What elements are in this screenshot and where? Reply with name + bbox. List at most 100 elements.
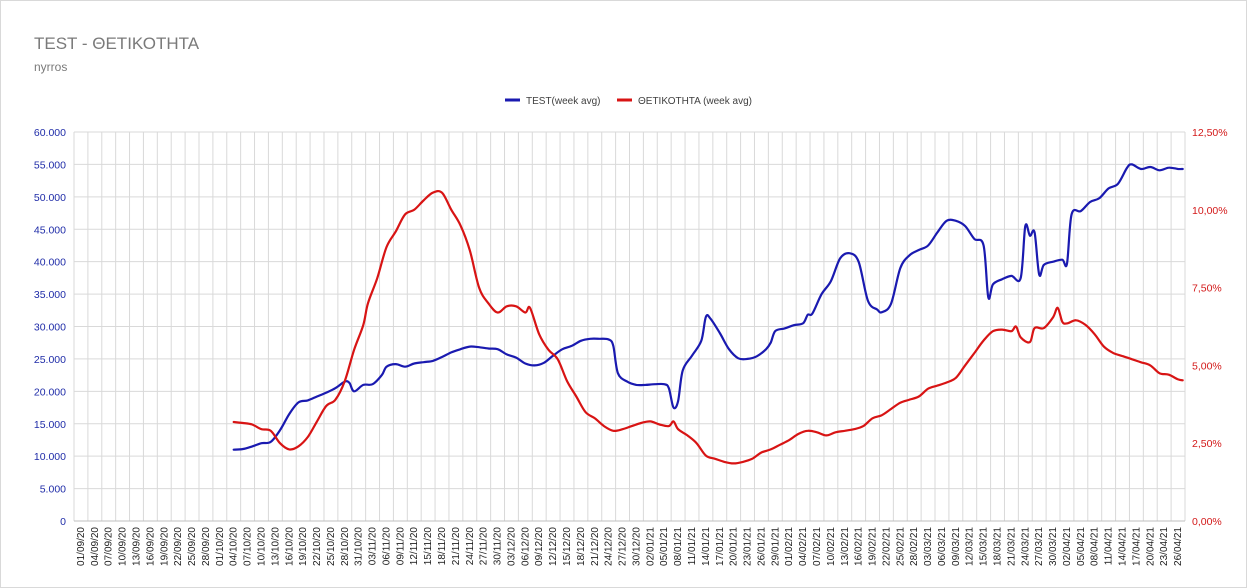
y-right-tick-label: 2,50%: [1192, 438, 1222, 450]
x-tick-label: 17/04/21: [1131, 527, 1142, 566]
x-tick-label: 31/10/20: [354, 527, 365, 566]
chart-title: TEST - ΘΕΤΙΚΟΤΗΤΑ: [34, 34, 200, 53]
y-left-tick-label: 45.000: [34, 224, 66, 236]
x-tick-label: 06/12/20: [520, 527, 531, 566]
y-right-tick-label: 0,00%: [1192, 516, 1222, 528]
y-left-tick-label: 30.000: [34, 322, 66, 334]
x-tick-label: 10/10/20: [256, 527, 267, 566]
x-tick-label: 04/09/20: [90, 527, 101, 566]
y-left-tick-label: 25.000: [34, 354, 66, 366]
x-tick-label: 14/01/21: [701, 527, 712, 566]
x-tick-label: 20/04/21: [1145, 527, 1156, 566]
chart-subtitle: nyrros: [34, 60, 67, 74]
x-tick-label: 01/02/21: [784, 527, 795, 566]
x-tick-label: 24/11/20: [465, 527, 476, 566]
x-tick-label: 04/10/20: [229, 527, 240, 566]
x-tick-label: 27/03/21: [1034, 527, 1045, 566]
x-tick-label: 18/11/20: [437, 527, 448, 566]
y-left-tick-label: 40.000: [34, 257, 66, 269]
y-right-tick-label: 5,00%: [1192, 360, 1222, 372]
y-left-tick-label: 10.000: [34, 451, 66, 463]
x-tick-label: 03/03/21: [923, 527, 934, 566]
x-tick-label: 26/01/21: [756, 527, 767, 566]
x-tick-label: 15/11/20: [423, 527, 434, 566]
x-tick-label: 06/03/21: [937, 527, 948, 566]
x-tick-label: 18/12/20: [576, 527, 587, 566]
x-tick-label: 27/12/20: [618, 527, 629, 566]
x-tick-label: 23/04/21: [1159, 527, 1170, 566]
x-tick-label: 12/12/20: [548, 527, 559, 566]
x-tick-label: 19/10/20: [298, 527, 309, 566]
y-right-tick-label: 10,00%: [1192, 205, 1228, 217]
x-axis: 01/09/20 04/09/20 07/09/20 10/09/20 13/09/20…: [76, 527, 1184, 566]
x-tick-label: 02/01/21: [645, 527, 656, 566]
x-tick-label: 07/09/20: [104, 527, 115, 566]
x-tick-label: 08/04/21: [1090, 527, 1101, 566]
x-tick-label: 12/11/20: [409, 527, 420, 566]
x-tick-label: 24/12/20: [604, 527, 615, 566]
x-tick-label: 25/10/20: [326, 527, 337, 566]
x-tick-label: 30/11/20: [493, 527, 504, 566]
x-tick-label: 25/09/20: [187, 527, 198, 566]
y-left-tick-label: 20.000: [34, 386, 66, 398]
y-right-tick-label: 7,50%: [1192, 283, 1222, 295]
x-tick-label: 04/02/21: [798, 527, 809, 566]
x-tick-label: 26/04/21: [1173, 527, 1184, 566]
x-tick-label: 16/10/20: [284, 527, 295, 566]
series-lines: [232, 163, 1184, 465]
x-tick-label: 24/03/21: [1020, 527, 1031, 566]
x-tick-label: 21/12/20: [590, 527, 601, 566]
x-tick-label: 22/02/21: [881, 527, 892, 566]
x-tick-label: 19/02/21: [868, 527, 879, 566]
y-left-tick-label: 5.000: [40, 484, 66, 496]
series-line-positivity: [232, 189, 1184, 465]
x-tick-label: 16/02/21: [854, 527, 865, 566]
x-tick-label: 28/09/20: [201, 527, 212, 566]
x-tick-label: 27/11/20: [479, 527, 490, 566]
x-tick-label: 30/03/21: [1048, 527, 1059, 566]
x-tick-label: 28/10/20: [340, 527, 351, 566]
x-tick-label: 13/02/21: [840, 527, 851, 566]
x-tick-label: 06/11/20: [381, 527, 392, 566]
x-tick-label: 25/02/21: [895, 527, 906, 566]
x-tick-label: 11/04/21: [1104, 527, 1115, 566]
y-axis-left: 0 5.000 10.000 15.000 20.000 25.000 30.000 35.0…: [34, 127, 66, 528]
x-tick-label: 15/03/21: [979, 527, 990, 566]
x-tick-label: 10/09/20: [118, 527, 129, 566]
x-tick-label: 09/03/21: [951, 527, 962, 566]
x-tick-label: 07/02/21: [812, 527, 823, 566]
series-line-test: [232, 163, 1184, 451]
y-left-tick-label: 50.000: [34, 192, 66, 204]
y-left-tick-label: 35.000: [34, 289, 66, 301]
x-tick-label: 28/02/21: [909, 527, 920, 566]
x-tick-label: 20/01/21: [729, 527, 740, 566]
y-axis-right: 0,00% 2,50% 5,00% 7,50% 10,00% 12,50%: [1192, 127, 1228, 528]
x-tick-label: 03/11/20: [368, 527, 379, 566]
x-tick-label: 30/12/20: [631, 527, 642, 566]
x-tick-label: 14/04/21: [1118, 527, 1129, 566]
x-tick-label: 19/09/20: [159, 527, 170, 566]
x-tick-label: 02/04/21: [1062, 527, 1073, 566]
y-left-tick-label: 15.000: [34, 419, 66, 431]
legend-label-positivity: ΘΕΤΙΚΟΤΗΤΑ (week avg): [638, 96, 752, 107]
legend: TEST(week avg) ΘΕΤΙΚΟΤΗΤΑ (week avg): [505, 96, 752, 107]
x-tick-label: 22/10/20: [312, 527, 323, 566]
x-tick-label: 01/09/20: [76, 527, 87, 566]
gridlines: [73, 131, 1186, 522]
x-tick-label: 21/03/21: [1006, 527, 1017, 566]
x-tick-label: 16/09/20: [145, 527, 156, 566]
y-left-tick-label: 60.000: [34, 127, 66, 139]
x-tick-label: 23/01/21: [743, 527, 754, 566]
x-tick-label: 22/09/20: [173, 527, 184, 566]
x-tick-label: 15/12/20: [562, 527, 573, 566]
x-tick-label: 05/04/21: [1076, 527, 1087, 566]
x-tick-label: 07/10/20: [243, 527, 254, 566]
x-tick-label: 08/01/21: [673, 527, 684, 566]
x-tick-label: 12/03/21: [965, 527, 976, 566]
y-left-tick-label: 0: [60, 516, 66, 528]
y-right-tick-label: 12,50%: [1192, 127, 1228, 139]
x-tick-label: 13/10/20: [270, 527, 281, 566]
x-tick-label: 09/12/20: [534, 527, 545, 566]
x-tick-label: 05/01/21: [659, 527, 670, 566]
